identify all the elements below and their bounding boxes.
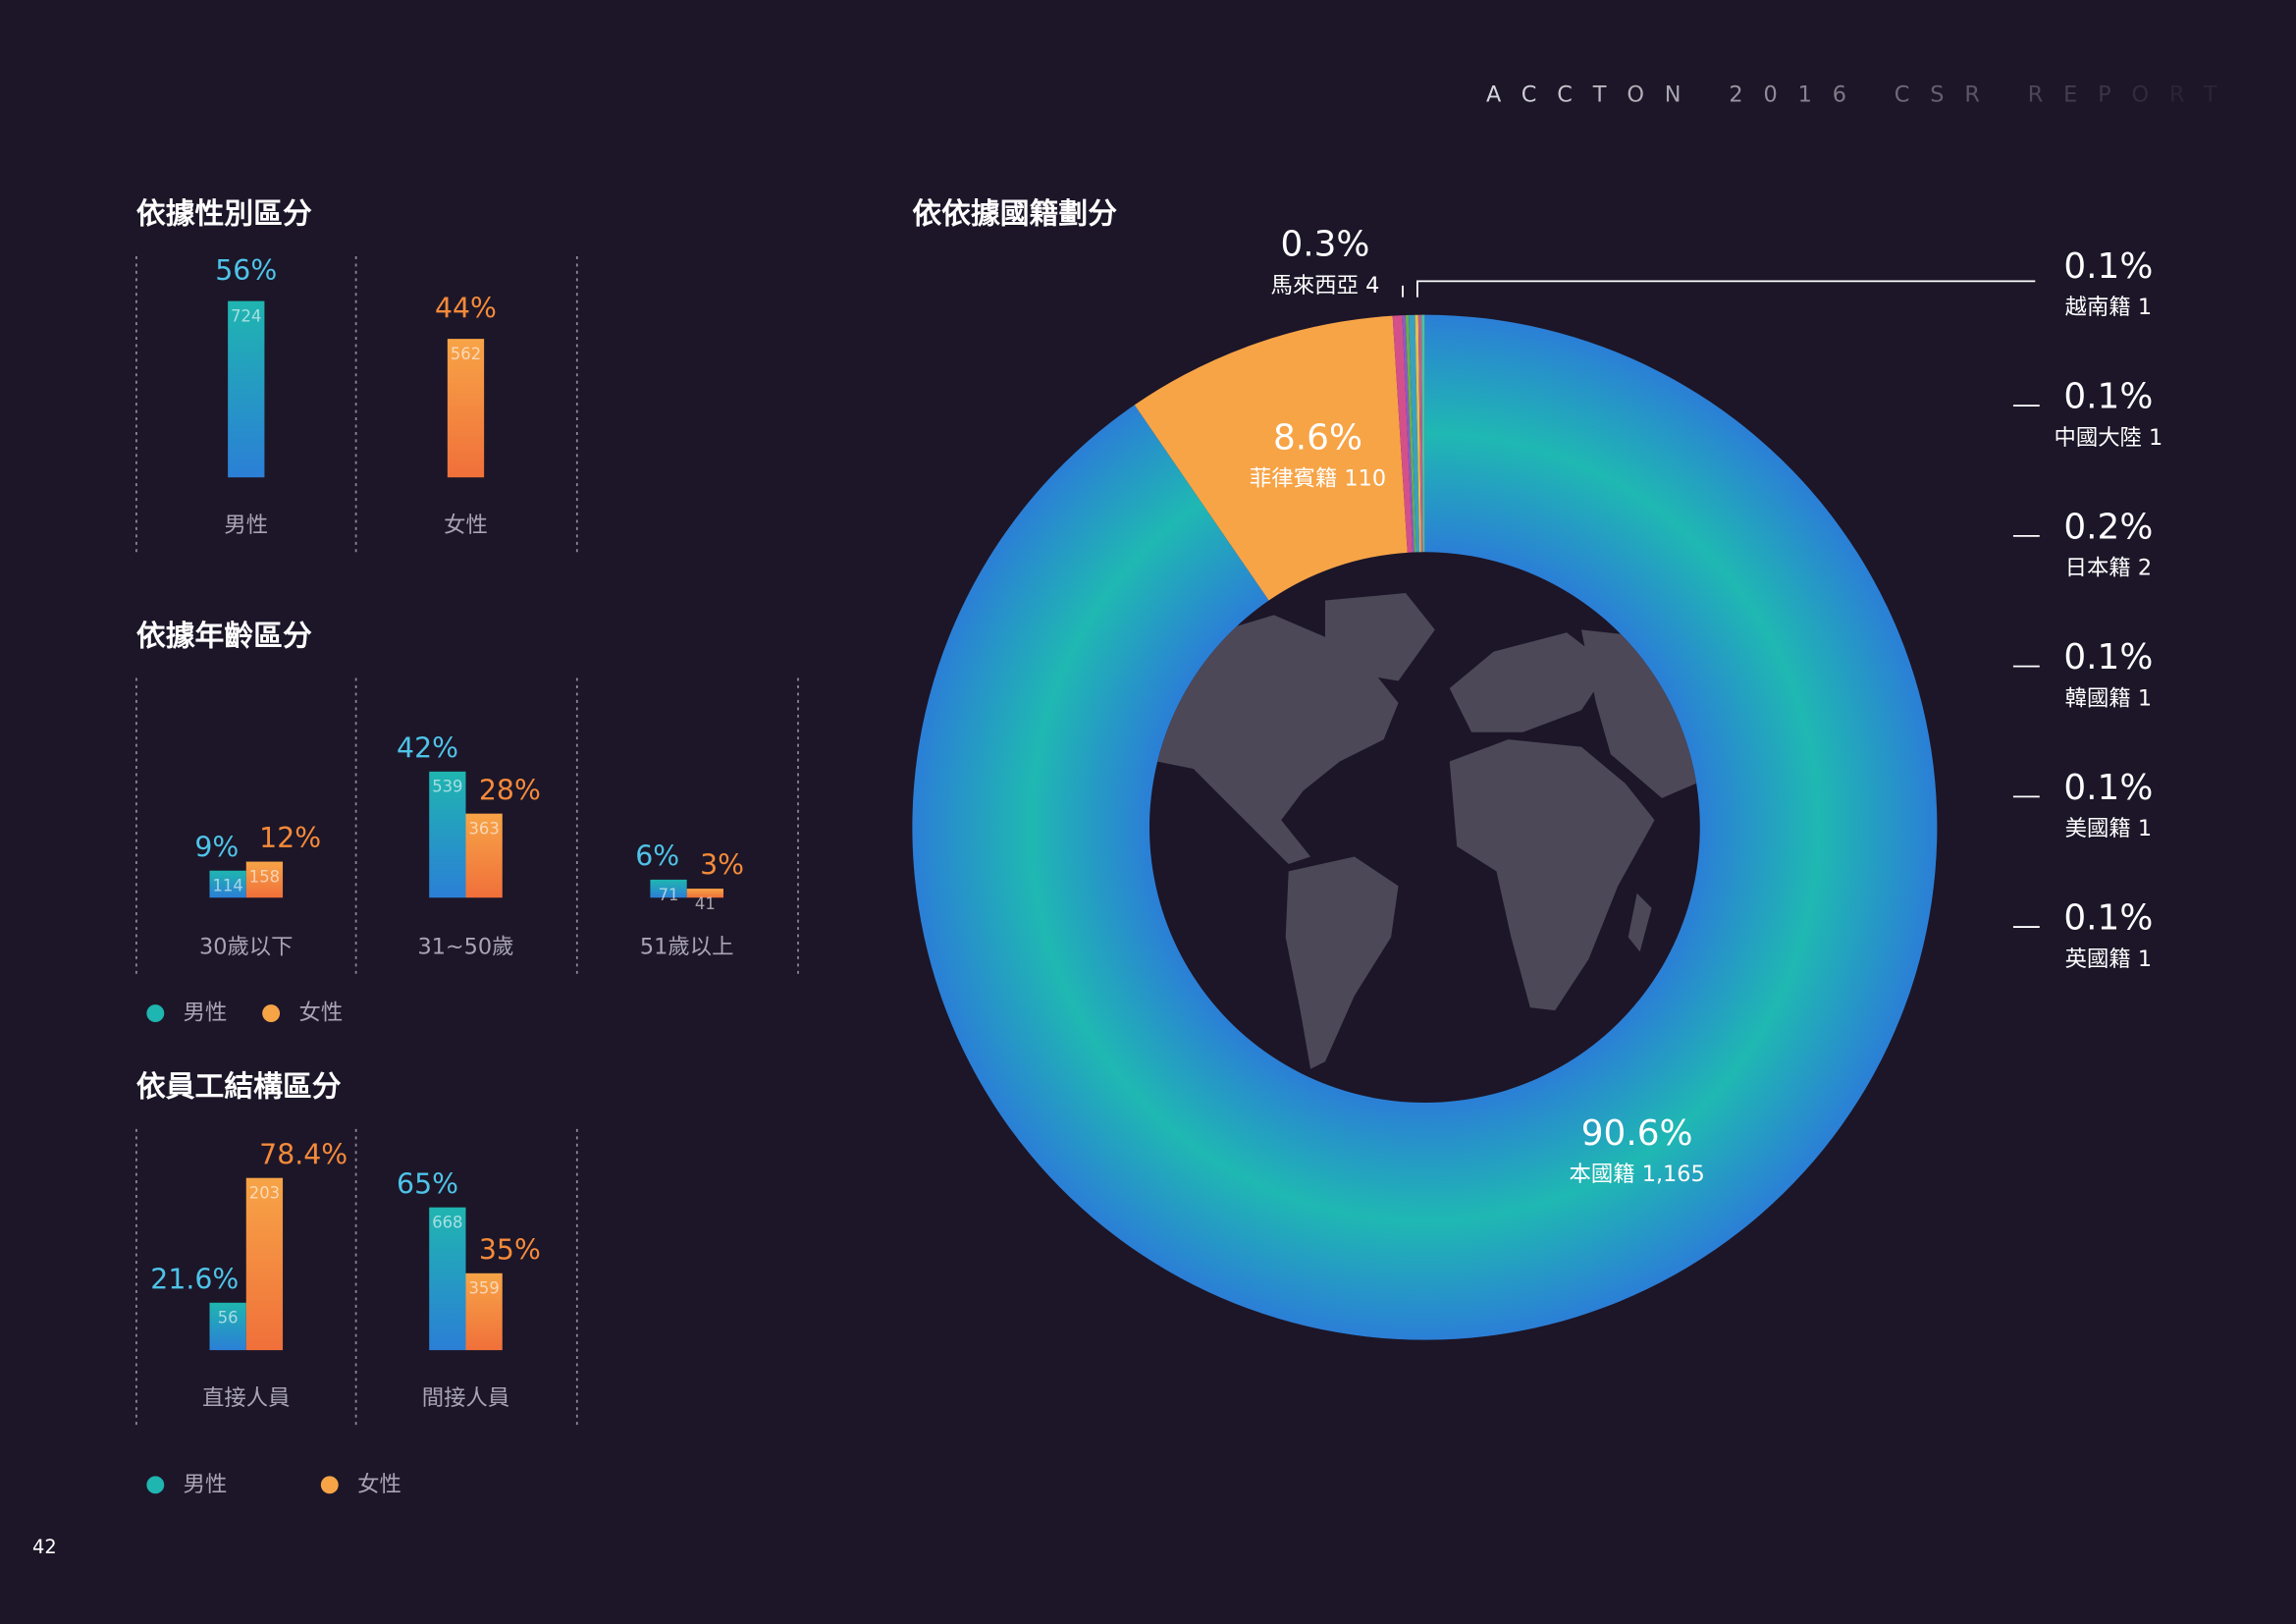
category-label: 日本籍 2 <box>2065 555 2152 580</box>
data-label: 12% <box>259 822 321 854</box>
bar <box>245 861 284 898</box>
bar <box>209 870 246 898</box>
data-label: 44% <box>435 292 497 324</box>
header: ACCTON 2016 CSR REPORT <box>1486 81 2237 107</box>
count-label: 539 <box>432 778 462 796</box>
count-label: 562 <box>451 345 481 363</box>
bar <box>686 889 723 898</box>
bar <box>465 813 503 898</box>
count-label: 114 <box>212 877 242 895</box>
count-label: 363 <box>468 820 499 839</box>
data-label: 0.1% <box>2063 768 2153 808</box>
data-label: 56% <box>215 254 277 287</box>
category-label: 英國籍 1 <box>2065 946 2152 971</box>
bar <box>209 1302 246 1351</box>
legend-label: 女性 <box>357 1472 401 1497</box>
category-label: 馬來西亞 4 <box>1271 272 1380 298</box>
pie-slice <box>1417 314 1423 553</box>
data-label: 90.6% <box>1581 1113 1693 1154</box>
count-label: 724 <box>231 307 261 326</box>
data-label: 65% <box>397 1167 458 1200</box>
x-tick-label: 間接人員 <box>422 1385 509 1411</box>
legend-label: 男性 <box>184 1472 228 1497</box>
x-tick-label: 51歲以上 <box>640 934 734 959</box>
pie-slice <box>1134 315 1408 601</box>
bar <box>245 1177 284 1351</box>
data-label: 21.6% <box>150 1263 239 1295</box>
category-label: 韓國籍 1 <box>2065 685 2152 711</box>
leader-line <box>1402 280 2036 298</box>
pie-slice <box>1409 314 1420 553</box>
category-label: 本國籍 1,165 <box>1570 1162 1705 1187</box>
data-label: 0.1% <box>2063 898 2153 939</box>
x-tick-label: 直接人員 <box>202 1385 290 1411</box>
count-label: 158 <box>249 867 280 886</box>
pie-slice <box>1415 314 1421 553</box>
bar <box>465 1272 503 1351</box>
legend-label: 男性 <box>184 1001 228 1026</box>
count-label: 56 <box>218 1309 239 1327</box>
count-label: 203 <box>249 1184 280 1203</box>
bar <box>429 1207 466 1351</box>
data-label: 8.6% <box>1273 417 1362 458</box>
bar <box>650 879 687 898</box>
data-label: 35% <box>479 1233 541 1266</box>
legend-swatch <box>320 1476 339 1494</box>
data-label: 3% <box>700 849 744 882</box>
count-label: 41 <box>695 894 716 913</box>
chart-title: 依據年齡區分 <box>136 619 312 653</box>
count-label: 668 <box>432 1214 462 1232</box>
count-label: 71 <box>659 886 679 904</box>
legend-swatch <box>146 1004 165 1023</box>
data-label: 9% <box>194 831 239 863</box>
category-label: 菲律賓籍 110 <box>1250 465 1386 491</box>
legend-swatch <box>146 1476 165 1494</box>
x-tick-label: 男性 <box>224 513 268 538</box>
pie-slice <box>1392 315 1414 553</box>
data-label: 28% <box>479 774 541 806</box>
data-label: 0.1% <box>2063 246 2153 287</box>
count-label: 359 <box>468 1279 499 1298</box>
data-label: 0.1% <box>2063 377 2153 417</box>
category-label: 美國籍 1 <box>2065 816 2152 841</box>
bar <box>447 339 485 478</box>
legend-swatch <box>262 1004 281 1023</box>
data-label: 78.4% <box>259 1138 347 1170</box>
chart-title: 依據性別區分 <box>136 197 312 232</box>
x-tick-label: 31~50歲 <box>417 934 513 959</box>
page-number: 42 <box>32 1536 57 1558</box>
pie-slice <box>912 314 1938 1340</box>
data-label: 0.3% <box>1281 225 1370 265</box>
x-tick-label: 30歲以下 <box>199 934 294 959</box>
data-label: 0.2% <box>2063 507 2153 547</box>
pie-slice <box>1405 314 1416 553</box>
pie-slice <box>1402 315 1415 553</box>
data-label: 42% <box>397 731 458 764</box>
bar <box>429 771 466 898</box>
data-label: 0.1% <box>2063 637 2153 677</box>
category-label: 越南籍 1 <box>2065 295 2152 320</box>
pie-slice <box>1421 314 1425 553</box>
data-label: 6% <box>635 840 679 873</box>
x-tick-label: 女性 <box>444 513 488 538</box>
legend-label: 女性 <box>298 1001 343 1026</box>
bar <box>228 300 265 478</box>
chart-title: 依依據國籍劃分 <box>912 197 1117 232</box>
chart-title: 依員工結構區分 <box>136 1070 342 1105</box>
category-label: 中國大陸 1 <box>2054 424 2163 450</box>
